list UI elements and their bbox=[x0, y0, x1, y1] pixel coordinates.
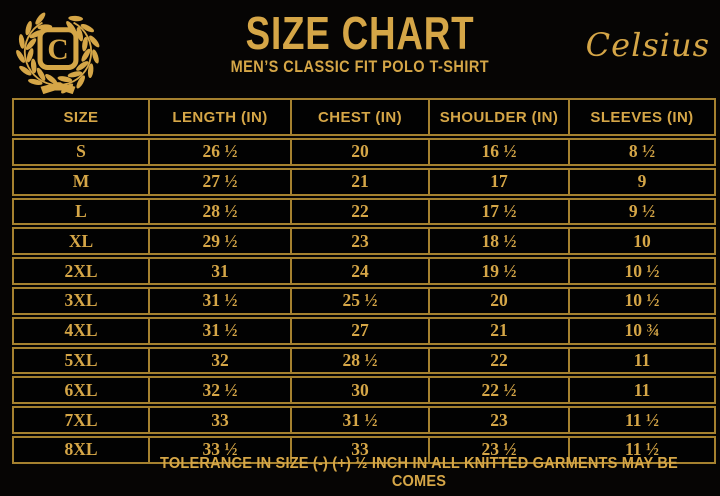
measurement-cell: 29 ½ bbox=[148, 229, 290, 254]
measurement-cell: 28 ½ bbox=[290, 348, 428, 373]
measurement-cell: 26 ½ bbox=[148, 140, 290, 164]
table-row: 8XL 33 ½ 33 23 ½ 11 ½ bbox=[12, 435, 716, 464]
brand-wordmark: Celsius bbox=[585, 26, 710, 64]
measurement-cell: 27 bbox=[290, 318, 428, 343]
measurement-cell: 10 ¾ bbox=[568, 318, 714, 343]
size-chart-table: SIZE LENGTH (IN) CHEST (IN) SHOULDER (IN) SL… bbox=[12, 98, 716, 464]
measurement-cell: 19 ½ bbox=[428, 259, 568, 283]
measurement-cell: 11 bbox=[568, 348, 714, 373]
measurement-cell: 24 bbox=[290, 259, 428, 283]
measurement-cell: 22 bbox=[290, 199, 428, 224]
size-cell: 4XL bbox=[64, 320, 98, 341]
wreath-branches bbox=[16, 12, 100, 94]
laurel-wreath-logo-icon: C bbox=[16, 12, 100, 95]
measurement-cell: 33 bbox=[290, 437, 428, 462]
column-header: LENGTH (IN) bbox=[148, 100, 290, 134]
table-row: 5XL 32 28 ½ 22 11 bbox=[12, 346, 716, 375]
size-cell: 3XL bbox=[64, 290, 98, 311]
measurement-cell: 28 ½ bbox=[148, 199, 290, 224]
measurement-cell: 10 ½ bbox=[568, 288, 714, 313]
measurement-cell: 25 ½ bbox=[290, 288, 428, 313]
table-row: 6XL 32 ½ 30 22 ½ 11 bbox=[12, 376, 716, 405]
measurement-cell: 11 ½ bbox=[568, 437, 714, 462]
column-header: CHEST (IN) bbox=[290, 100, 428, 134]
size-cell: S bbox=[76, 141, 86, 162]
measurement-cell: 23 bbox=[290, 229, 428, 254]
measurement-cell: 31 ½ bbox=[290, 408, 428, 432]
measurement-cell: 10 ½ bbox=[568, 259, 714, 283]
measurement-cell: 16 ½ bbox=[428, 140, 568, 164]
measurement-cell: 18 ½ bbox=[428, 229, 568, 254]
measurement-cell: 23 ½ bbox=[428, 437, 568, 462]
size-cell: XL bbox=[68, 230, 94, 251]
page-title: SIZE CHART bbox=[245, 7, 475, 59]
measurement-cell: 31 bbox=[148, 259, 290, 283]
measurement-cell: 20 bbox=[290, 140, 428, 164]
size-cell: M bbox=[72, 171, 90, 192]
measurement-cell: 9 bbox=[568, 169, 714, 194]
size-cell: 8XL bbox=[64, 439, 98, 460]
size-cell: 2XL bbox=[64, 260, 98, 281]
size-cell: 6XL bbox=[64, 379, 98, 400]
title-row: SIZE CHART bbox=[0, 6, 720, 60]
page-subtitle: MEN’S CLASSIC FIT POLO T-SHIRT bbox=[230, 58, 490, 76]
measurement-cell: 31 ½ bbox=[148, 318, 290, 343]
table-header-row: SIZE LENGTH (IN) CHEST (IN) SHOULDER (IN) SL… bbox=[12, 98, 716, 136]
size-cell: L bbox=[75, 200, 87, 221]
measurement-cell: 17 bbox=[428, 169, 568, 194]
measurement-cell: 11 bbox=[568, 378, 714, 403]
size-cell: 5XL bbox=[64, 349, 98, 370]
measurement-cell: 8 ½ bbox=[568, 140, 714, 164]
measurement-cell: 30 bbox=[290, 378, 428, 403]
measurement-cell: 9 ½ bbox=[568, 199, 714, 224]
measurement-cell: 10 bbox=[568, 229, 714, 254]
measurement-cell: 32 bbox=[148, 348, 290, 373]
measurement-cell: 22 bbox=[428, 348, 568, 373]
measurement-cell: 11 ½ bbox=[568, 408, 714, 432]
logo-badge bbox=[37, 27, 79, 71]
column-header: SIZE bbox=[63, 108, 99, 126]
measurement-cell: 33 bbox=[148, 408, 290, 432]
measurement-cell: 33 ½ bbox=[148, 437, 290, 462]
measurement-cell: 22 ½ bbox=[428, 378, 568, 403]
column-header: SHOULDER (IN) bbox=[428, 100, 568, 134]
tolerance-note: TOLERANCE IN SIZE (-) (+) ½ INCH IN ALL … bbox=[160, 455, 678, 490]
table-row: XL 29 ½ 23 18 ½ 10 bbox=[12, 227, 716, 256]
column-header: SLEEVES (IN) bbox=[568, 100, 714, 134]
measurement-cell: 21 bbox=[290, 169, 428, 194]
logo-letter: C bbox=[47, 34, 68, 66]
footer-row: TOLERANCE IN SIZE (-) (+) ½ INCH IN ALL … bbox=[0, 455, 720, 491]
measurement-cell: 17 ½ bbox=[428, 199, 568, 224]
measurement-cell: 20 bbox=[428, 288, 568, 313]
table-row: 3XL 31 ½ 25 ½ 20 10 ½ bbox=[12, 286, 716, 315]
size-cell: 7XL bbox=[64, 409, 98, 430]
table-row: 4XL 31 ½ 27 21 10 ¾ bbox=[12, 316, 716, 345]
table-row: M 27 ½ 21 17 9 bbox=[12, 167, 716, 196]
table-row: 2XL 31 24 19 ½ 10 ½ bbox=[12, 257, 716, 285]
measurement-cell: 27 ½ bbox=[148, 169, 290, 194]
measurement-cell: 23 bbox=[428, 408, 568, 432]
measurement-cell: 31 ½ bbox=[148, 288, 290, 313]
table-row: 7XL 33 31 ½ 23 11 ½ bbox=[12, 406, 716, 434]
measurement-cell: 32 ½ bbox=[148, 378, 290, 403]
wreath-ribbon bbox=[40, 82, 76, 95]
measurement-cell: 21 bbox=[428, 318, 568, 343]
subtitle-row: MEN’S CLASSIC FIT POLO T-SHIRT bbox=[0, 58, 720, 77]
